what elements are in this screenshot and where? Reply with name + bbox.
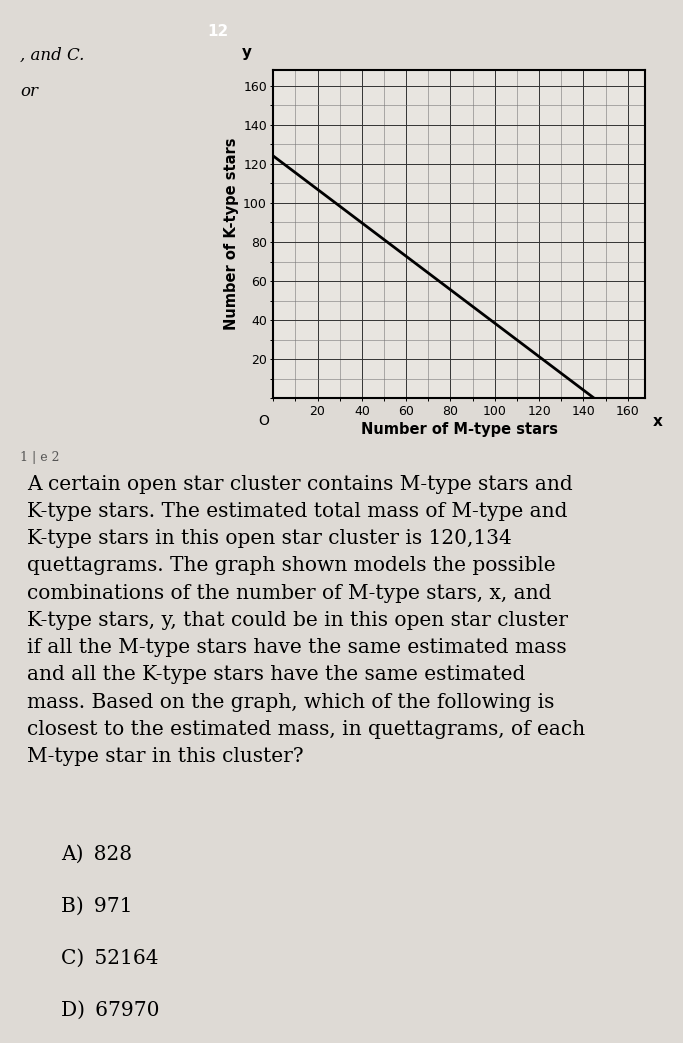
Text: A) 828: A) 828 [61,845,133,864]
Text: A certain open star cluster contains M-type stars and
K-type stars. The estimate: A certain open star cluster contains M-t… [27,475,585,766]
Text: or: or [20,83,38,100]
Text: y: y [242,45,252,60]
Text: C) 52164: C) 52164 [61,949,159,968]
Text: B) 971: B) 971 [61,897,133,916]
X-axis label: Number of M-type stars: Number of M-type stars [361,421,558,437]
Text: D) 67970: D) 67970 [61,1001,160,1020]
Text: O: O [258,414,269,429]
Text: x: x [653,414,663,429]
Text: , and C.: , and C. [20,47,85,64]
Y-axis label: Number of K-type stars: Number of K-type stars [224,138,239,331]
Text: 12: 12 [207,24,228,39]
Text: 1 | e 2: 1 | e 2 [20,451,60,463]
